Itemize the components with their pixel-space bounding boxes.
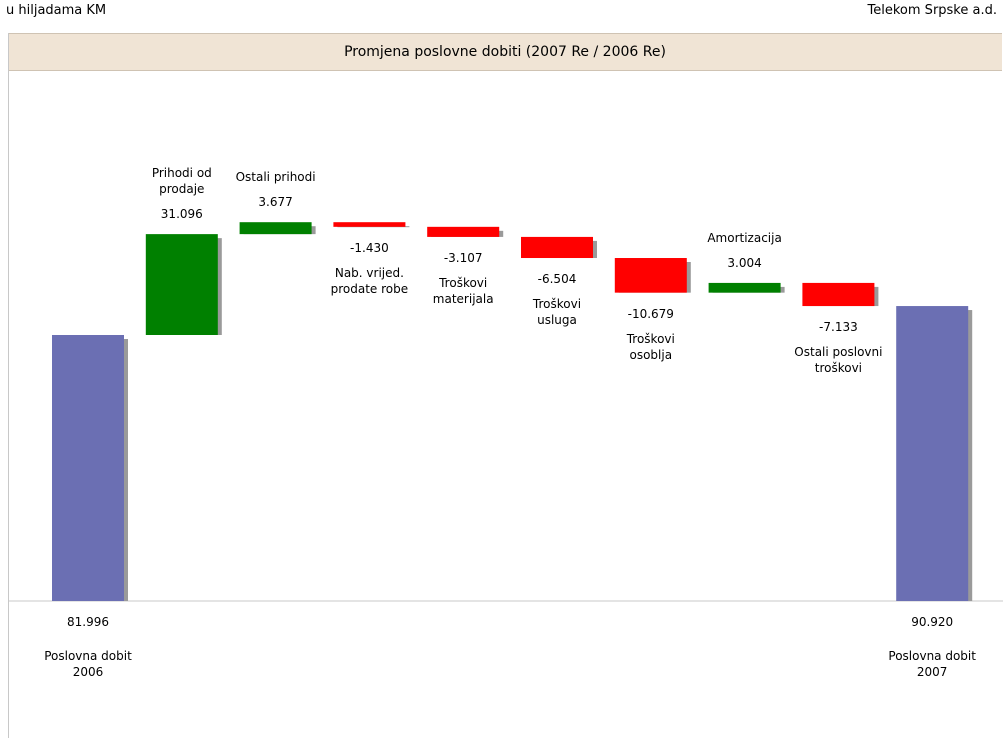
value-label: -10.679 xyxy=(627,306,674,321)
bar xyxy=(52,335,124,601)
bar-label: -6.504 Troškovi usluga xyxy=(492,271,622,328)
category-label: Poslovna dobit 2007 xyxy=(888,649,976,679)
bar-label: 90.920 Poslovna dobit 2007 xyxy=(867,614,997,680)
category-label: Ostali poslovni troškovi xyxy=(794,345,883,376)
category-label: Nab. vrijed. prodate robe xyxy=(330,265,409,296)
frame xyxy=(8,33,9,738)
category-label: Troškovi materijala xyxy=(432,275,494,306)
value-label: 31.096 xyxy=(160,207,203,222)
bar-label: -3.107 Troškovi materijala xyxy=(398,250,528,307)
bar-label: Prihodi od prodaje 31.096 xyxy=(117,165,247,222)
bar xyxy=(239,222,312,235)
spacer xyxy=(23,639,153,648)
unit-note: u hiljadama KM xyxy=(6,3,107,18)
category-label: Amortizacija xyxy=(707,230,782,245)
spacer xyxy=(867,630,997,639)
spacer xyxy=(773,335,903,344)
bar xyxy=(802,282,875,307)
value-label: -3.107 xyxy=(443,250,483,265)
bar xyxy=(896,306,969,601)
bar-label: -1.430 Nab. vrijed. prodate robe xyxy=(304,240,434,297)
value-label: 81.996 xyxy=(67,615,109,629)
bar-label: Amortizacija 3.004 xyxy=(680,230,810,271)
category-label: Troškovi osoblja xyxy=(626,331,675,362)
company-name: Telekom Srpske a.d. xyxy=(867,3,997,18)
bar xyxy=(521,236,593,259)
bar xyxy=(145,234,218,335)
category-label: Prihodi od prodaje xyxy=(151,166,212,197)
bar xyxy=(614,258,687,293)
bar xyxy=(427,226,500,237)
spacer xyxy=(492,287,622,296)
bar-label: -7.133 Ostali poslovni troškovi xyxy=(773,319,903,376)
value-label: -1.430 xyxy=(350,240,389,255)
value-label: -7.133 xyxy=(819,320,858,335)
category-label: Troškovi usluga xyxy=(532,297,582,327)
spacer xyxy=(867,639,997,648)
spacer xyxy=(23,630,153,639)
value-label: 90.920 xyxy=(911,615,954,629)
category-label: Poslovna dobit 2006 xyxy=(44,649,132,679)
bar xyxy=(708,282,781,293)
bar-label: -10.679 Troškovi osoblja xyxy=(586,306,716,363)
spacer xyxy=(211,185,341,194)
bar xyxy=(333,222,406,227)
spacer xyxy=(680,246,810,255)
category-label: Ostali prihodi xyxy=(235,170,316,185)
spacer xyxy=(586,322,716,331)
value-label: 3.004 xyxy=(727,255,762,270)
value-label: 3.677 xyxy=(258,195,293,210)
value-label: -6.504 xyxy=(537,272,577,286)
chart-title: Promjena poslovne dobiti (2007 Re / 2006… xyxy=(8,33,1002,71)
bar-label: 81.996 Poslovna dobit 2006 xyxy=(23,614,153,680)
bar-label: Ostali prihodi 3.677 xyxy=(211,169,341,210)
